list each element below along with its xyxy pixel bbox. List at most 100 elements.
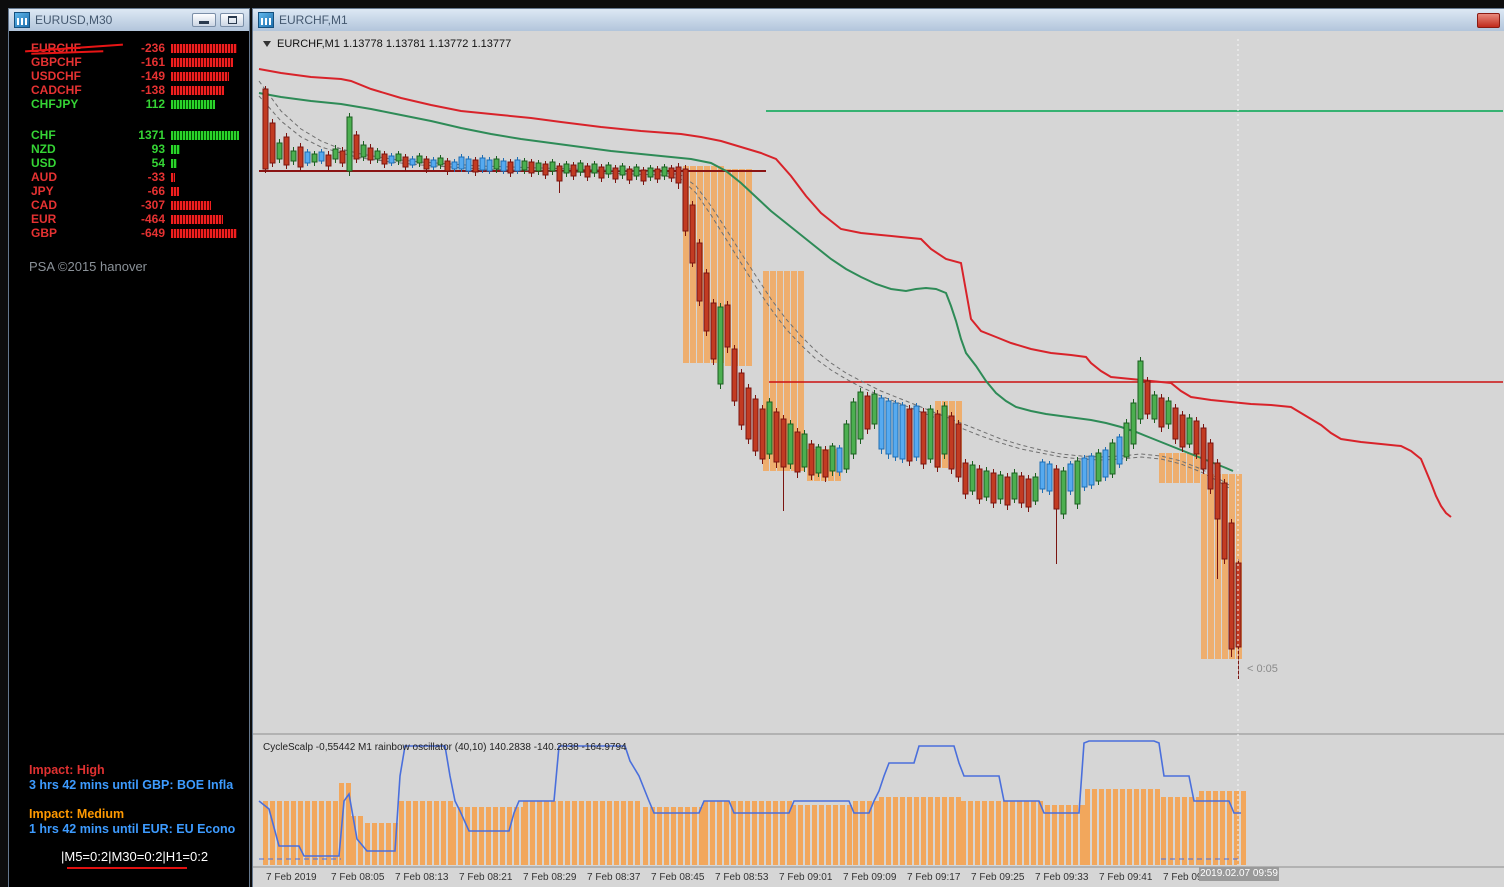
strength-row: USDCHF -149 [9,69,249,83]
chart-icon [258,12,274,28]
strength-row: CADCHF -138 [9,83,249,97]
strength-value: 1371 [138,128,165,142]
time-label: 7 Feb 09:17 [907,872,961,883]
strength-value: -307 [140,198,165,212]
strength-row: CHF 1371 [9,128,249,142]
strength-value: -649 [140,226,165,240]
time-label: 7 Feb 09:41 [1099,872,1153,883]
strength-bar [171,57,233,67]
symbol-label: USDCHF [31,69,81,83]
time-label: 7 Feb 09:01 [779,872,833,883]
chart-window-titlebar[interactable]: EURCHF,M1 [253,9,1504,32]
strength-bar [171,172,175,182]
strength-panel: EURCHF-236GBPCHF-161USDCHF-149CADCHF-138… [9,31,249,887]
time-label: 7 Feb 09:09 [843,872,897,883]
news-impact: Impact: High [29,763,105,777]
chart-area[interactable]: < 0:05 EURCHF,M1 1.13778 1.13781 1.13772… [253,31,1504,887]
candle-countdown: < 0:05 [1247,663,1278,675]
strength-bar [171,200,211,210]
strength-bar [171,43,237,53]
time-label: 7 Feb 08:21 [459,872,513,883]
symbol-label: GBPCHF [31,55,82,69]
news-detail: 1 hrs 42 mins until EUR: EU Econo [29,822,236,836]
strength-bar [171,71,229,81]
strength-bar [171,99,215,109]
triangle-down-icon [263,41,271,47]
time-label: 7 Feb 08:13 [395,872,449,883]
strength-value: -66 [147,184,165,198]
chart-icon [14,12,30,28]
symbol-label: CHF [31,128,56,142]
indicator-label: CycleScalp -0,55442 M1 rainbow oscillato… [263,742,627,753]
news-alerts: Impact: High 3 hrs 42 mins until GBP: BOE… [29,763,235,851]
strength-value: -464 [140,212,165,226]
restore-button[interactable] [220,13,244,27]
news-impact: Impact: Medium [29,807,125,821]
chart-window: EURCHF,M1 < 0:05 EURCHF,M1 1.13778 1.137… [252,8,1504,887]
timeframe-timers: |M5=0:2|M30=0:2|H1=0:2 [61,849,209,864]
strength-value: 93 [151,142,165,156]
strength-row: CAD -307 [9,198,249,212]
time-label: 7 Feb 08:05 [331,872,385,883]
strength-value: -161 [140,55,165,69]
strength-value: -236 [140,41,165,55]
time-axis: 7 Feb 2019 7 Feb 08:05 7 Feb 08:13 7 Feb 08… [253,870,1504,887]
symbol-label: JPY [31,184,54,198]
left-window-titlebar[interactable]: EURUSD,M30 [9,9,249,32]
symbol-label: GBP [31,226,58,240]
symbol-label: CADCHF [31,83,82,97]
minimize-button[interactable] [192,13,216,27]
crosshair-timestamp: 2019.02.07 09:59 [1199,867,1279,881]
strength-row: EURCHF-236 [9,41,249,55]
strength-bar [171,144,180,154]
strength-meter-window: EURUSD,M30 EURCHF-236GBPCHF-161USDCHF-14… [8,8,250,887]
strength-value: -149 [140,69,165,83]
strength-bar [171,130,239,140]
time-label: 7 Feb 08:45 [651,872,705,883]
strength-row: GBP -649 [9,226,249,240]
strength-row: JPY -66 [9,184,249,198]
symbol-label: CHFJPY [31,97,79,111]
strength-bar [171,214,223,224]
strength-row: EUR -464 [9,212,249,226]
strength-value: -138 [140,83,165,97]
strength-value: 112 [145,97,165,111]
watermark: PSA ©2015 hanover [29,259,147,274]
strength-bar [171,186,179,196]
left-window-title: EURUSD,M30 [35,13,113,27]
quote-line: EURCHF,M1 1.13778 1.13781 1.13772 1.1377… [263,38,511,50]
strength-row: GBPCHF -161 [9,55,249,69]
strength-value: 54 [151,156,165,170]
strength-row: AUD -33 [9,170,249,184]
strength-row: NZD 93 [9,142,249,156]
time-label: 7 Feb 09:33 [1035,872,1089,883]
news-detail: 3 hrs 42 mins until GBP: BOE Infla [29,778,234,792]
news-item: Impact: Medium 1 hrs 42 mins until EUR: E… [29,807,235,837]
chart-window-title: EURCHF,M1 [279,13,348,27]
time-label: 7 Feb 09:25 [971,872,1025,883]
minimize-icon [199,21,209,24]
strength-bar [171,85,224,95]
symbol-label: USD [31,156,57,170]
symbol-label: CAD [31,198,57,212]
currency-strength-group: CHF 1371 NZD 93 USD 54 AUD -33 JPY -66 CAD -307 EUR -… [9,128,249,240]
ohlc-text: EURCHF,M1 1.13778 1.13781 1.13772 1.1377… [277,38,512,50]
time-label: 7 Feb 08:37 [587,872,641,883]
strength-bar [171,228,237,238]
restore-icon [227,16,237,24]
time-label: 7 Feb 08:53 [715,872,769,883]
strength-row: USD 54 [9,156,249,170]
time-label: 7 Feb 08:29 [523,872,577,883]
news-item: Impact: High 3 hrs 42 mins until GBP: BOE… [29,763,235,793]
symbol-label: EUR [31,212,57,226]
strength-value: -33 [147,170,165,184]
symbol-label: NZD [31,142,56,156]
timer-underline [67,867,187,869]
strength-row: CHFJPY 112 [9,97,249,111]
candlestick-chart[interactable]: < 0:05 [253,31,1504,887]
close-button[interactable] [1477,12,1500,28]
time-label: 7 Feb 09:49 [1163,872,1217,883]
time-label: 7 Feb 2019 [266,872,317,883]
